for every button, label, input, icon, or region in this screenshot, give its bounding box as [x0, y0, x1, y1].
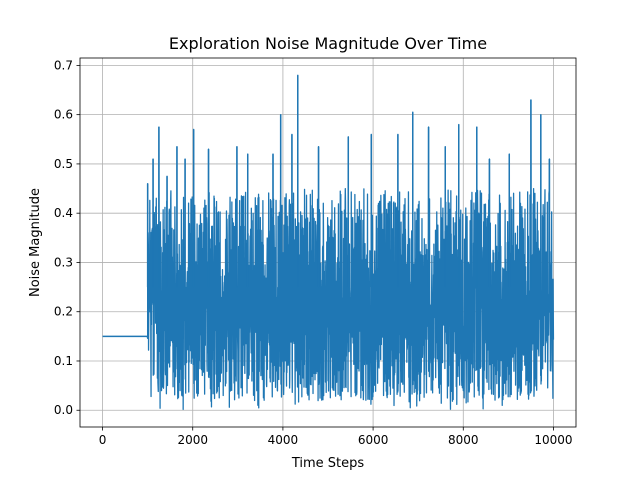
y-tick-label: 0.4	[54, 206, 73, 220]
y-tick-label: 0.7	[54, 58, 73, 72]
y-axis-label: Noise Magnitude	[28, 188, 43, 297]
x-axis-label: Time Steps	[291, 456, 365, 471]
axes-frame	[79, 57, 577, 428]
y-tick-label: 0.3	[54, 255, 73, 269]
x-tick-label: 2000	[177, 433, 208, 447]
y-axis: 0.0 0.1 0.2 0.3 0.4 0.5 0.6 0.7	[54, 58, 80, 417]
series-noise-line	[146, 74, 555, 411]
y-tick-label: 0.1	[54, 354, 73, 368]
x-tick-label: 0	[99, 433, 107, 447]
x-tick-label: 6000	[358, 433, 389, 447]
y-tick-label: 0.2	[54, 305, 73, 319]
x-tick-label: 4000	[268, 433, 299, 447]
plot-area	[102, 74, 555, 411]
x-tick-label: 8000	[448, 433, 479, 447]
chart-title: Exploration Noise Magnitude Over Time	[169, 34, 487, 53]
y-tick-label: 0.5	[54, 157, 73, 171]
x-axis: 0 2000 4000 6000 8000 10000	[99, 427, 573, 447]
x-tick-label: 10000	[534, 433, 572, 447]
y-tick-label: 0.0	[54, 403, 73, 417]
series	[102, 74, 555, 411]
y-tick-label: 0.6	[54, 108, 73, 122]
